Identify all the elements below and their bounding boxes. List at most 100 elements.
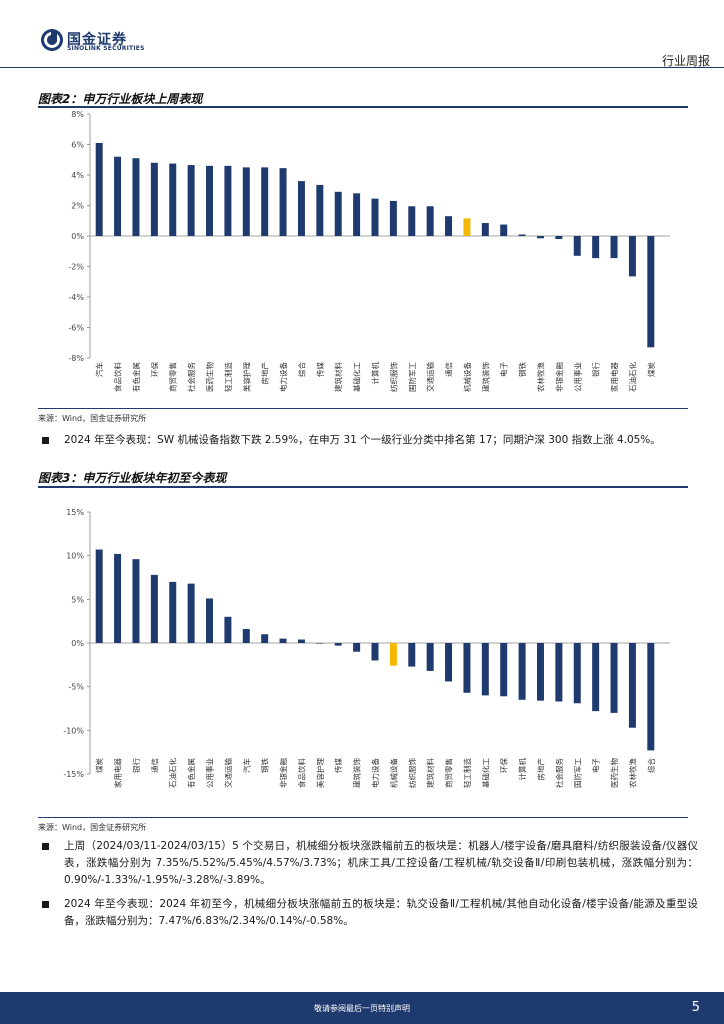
bar: [206, 165, 214, 236]
company-logo: 国金证券 SINOLINK SECURITIES: [40, 28, 150, 54]
bar: [334, 191, 342, 236]
category-label: 农林牧渔: [627, 758, 637, 788]
category-label: 公用事业: [205, 758, 215, 788]
figure2-chart-svg: 8% 6% 4% 2% 0% -2% -4% -6% -8% 汽车 食品饮料 有色金属 环保 商贸零售 社会…: [68, 110, 670, 392]
bar: [445, 216, 453, 236]
y-tick-label: 0%: [71, 639, 84, 648]
category-label: 非银金融: [278, 758, 288, 788]
figure2-bottom-rule: [38, 408, 688, 409]
bullet-ytd-text: 2024 年至今表现：SW 机械设备指数下跌 2.59%，在申万 31 个一级行…: [64, 434, 661, 446]
y-tick-label: -15%: [63, 770, 84, 779]
category-label: 医药生物: [205, 362, 215, 392]
figure3-top-rule: [38, 486, 688, 488]
bar: [261, 634, 269, 643]
y-tick-label: 0%: [71, 232, 84, 241]
bar: [573, 643, 581, 704]
bar: [206, 598, 214, 643]
category-label: 轻工制造: [462, 758, 472, 788]
category-label: 家用电器: [609, 362, 619, 392]
bar: [610, 643, 618, 713]
bar: [169, 581, 177, 643]
bar: [592, 643, 600, 712]
bar: [555, 236, 563, 240]
category-label: 社会服务: [554, 758, 564, 788]
category-label: 环保: [150, 362, 159, 377]
category-label: 机械设备: [388, 758, 398, 788]
y-tick-label: 6%: [71, 141, 84, 150]
category-label: 国防军工: [407, 362, 417, 392]
y-tick-label: 4%: [71, 171, 84, 180]
y-tick-label: 5%: [71, 595, 84, 604]
y-tick-label: -6%: [68, 324, 84, 333]
bar: [279, 638, 287, 643]
page-number: 5: [691, 1000, 700, 1015]
bar: [536, 236, 544, 239]
bullet-weekly-text: 上周（2024/03/11-2024/03/15）5 个交易日，机械细分板块涨跌…: [64, 840, 698, 886]
bar: [224, 616, 232, 643]
category-label: 计算机: [370, 362, 380, 385]
bar: [150, 162, 158, 236]
bar: [353, 193, 361, 236]
category-label: 农林牧渔: [535, 362, 545, 392]
category-label: 有色金属: [186, 758, 196, 788]
category-label: 建筑材料: [333, 362, 343, 392]
bar: [481, 223, 489, 236]
category-label: 电力设备: [370, 758, 380, 788]
category-label: 美容护理: [315, 758, 325, 788]
category-label: 国防军工: [572, 758, 582, 788]
category-label: 商贸零售: [168, 362, 178, 392]
y-tick-label: -10%: [63, 726, 84, 735]
bar: [500, 224, 508, 236]
bullet-ytd-summary: 2024 年至今表现：SW 机械设备指数下跌 2.59%，在申万 31 个一级行…: [38, 432, 698, 449]
category-label: 非银金融: [554, 362, 564, 392]
category-label: 汽车: [241, 758, 251, 773]
figure3-bottom-rule: [38, 817, 688, 818]
bar: [610, 236, 618, 259]
bullet-square-icon: [42, 843, 49, 850]
bar: [445, 643, 453, 682]
category-label: 煤炭: [94, 758, 104, 773]
category-label: 钢铁: [517, 362, 527, 377]
bar: [408, 206, 416, 236]
category-label: 石油石化: [168, 758, 178, 788]
figure2-source: 来源：Wind，国金证券研究所: [38, 414, 147, 423]
bar: [592, 236, 600, 259]
bar: [408, 643, 416, 667]
figure2-top-rule: [38, 106, 688, 108]
category-label: 基础化工: [480, 758, 490, 788]
y-tick-label: -5%: [68, 683, 84, 692]
bullet-weekly-subsector: 上周（2024/03/11-2024/03/15）5 个交易日，机械细分板块涨跌…: [38, 838, 698, 889]
page-header: 国金证券 SINOLINK SECURITIES 行业周报: [0, 0, 724, 68]
bar: [279, 168, 287, 236]
bar: [573, 236, 581, 256]
y-tick-label: 8%: [71, 110, 84, 119]
category-label: 社会服务: [186, 362, 196, 392]
bullet-ytd-subsector-text: 2024 年至今表现：2024 年初至今，机械细分板块涨幅前五的板块是：轨交设备…: [64, 898, 698, 927]
y-tick-label: 15%: [66, 508, 84, 517]
category-label: 煤炭: [646, 362, 656, 377]
bar: [132, 158, 140, 236]
bar: [114, 156, 122, 236]
y-tick-label: -4%: [68, 293, 84, 302]
category-label: 公用事业: [572, 362, 582, 392]
figure2-title: 图表2：申万行业板块上周表现: [38, 92, 203, 106]
y-tick-label: -8%: [68, 354, 84, 363]
bar: [169, 163, 177, 236]
category-label: 建筑材料: [425, 758, 435, 788]
category-label: 电子: [499, 362, 509, 377]
category-label: 机械设备: [462, 362, 472, 392]
bar: [95, 142, 103, 236]
category-label: 有色金属: [131, 362, 141, 392]
bar: [518, 643, 526, 700]
report-type-tag: 行业周报: [661, 54, 710, 68]
category-label: 建筑装饰: [480, 362, 490, 392]
y-tick-label: 10%: [66, 552, 84, 561]
category-label: 房地产: [535, 758, 545, 781]
bar: [389, 643, 397, 666]
category-label: 纺织服饰: [407, 758, 417, 788]
bar: [389, 200, 397, 236]
bar: [500, 643, 508, 697]
figure3-chart: 15% 10% 5% 0% -5% -10% -15% 煤炭 家用电器 银行 通信 石油石化 有色金属公…: [38, 496, 688, 814]
bullet-ytd-subsector: 2024 年至今表现：2024 年初至今，机械细分板块涨幅前五的板块是：轨交设备…: [38, 896, 698, 930]
category-label: 通信: [444, 362, 454, 377]
